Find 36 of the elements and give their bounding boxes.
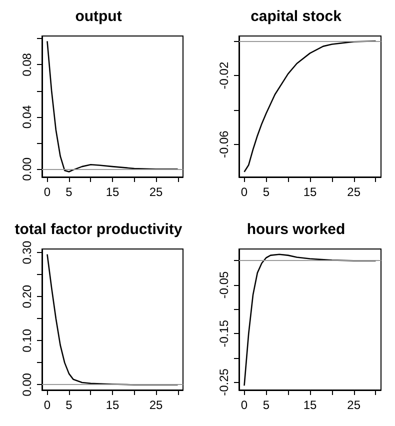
y-tick-label: 0.20 bbox=[20, 284, 34, 308]
line-series bbox=[46, 254, 178, 386]
x-tick-label: 0 bbox=[240, 185, 248, 199]
x-tick-label: 15 bbox=[303, 398, 317, 412]
y-tick-label: 0.30 bbox=[20, 240, 34, 264]
x-tick-label: 25 bbox=[149, 185, 164, 199]
y-tick-label: 0.10 bbox=[20, 328, 34, 352]
y-tick-label: -0.15 bbox=[217, 320, 231, 348]
line-series bbox=[244, 40, 376, 172]
chart-title: total factor productivity bbox=[14, 221, 183, 238]
y-tick-label: 0.00 bbox=[20, 157, 34, 181]
y-tick-label: -0.02 bbox=[217, 62, 231, 90]
x-tick-label: 15 bbox=[106, 398, 120, 412]
x-tick-label: 25 bbox=[149, 398, 164, 412]
x-tick-label: 0 bbox=[44, 185, 51, 199]
chart-title: hours worked bbox=[246, 221, 346, 238]
x-tick-label: 5 bbox=[262, 185, 270, 199]
x-tick-label: 15 bbox=[106, 185, 120, 199]
line-series bbox=[46, 40, 178, 172]
x-tick-label: 15 bbox=[303, 185, 317, 199]
chart-title: capital stock bbox=[250, 8, 342, 25]
line-series bbox=[244, 254, 376, 386]
x-tick-label: 0 bbox=[240, 398, 248, 412]
chart-title: output bbox=[75, 8, 122, 25]
y-tick-label: 0.04 bbox=[20, 104, 34, 129]
x-tick-label: 5 bbox=[66, 398, 73, 412]
y-tick-label: -0.25 bbox=[217, 368, 231, 396]
y-tick-label: 0.00 bbox=[20, 372, 34, 396]
y-tick-label: -0.05 bbox=[217, 270, 231, 299]
x-tick-label: 25 bbox=[347, 398, 361, 412]
x-tick-label: 5 bbox=[262, 398, 270, 412]
x-tick-label: 25 bbox=[347, 185, 361, 199]
x-tick-label: 0 bbox=[44, 398, 51, 412]
y-tick-label: 0.08 bbox=[20, 52, 34, 76]
x-tick-label: 5 bbox=[66, 185, 73, 199]
y-tick-label: -0.06 bbox=[217, 130, 231, 158]
